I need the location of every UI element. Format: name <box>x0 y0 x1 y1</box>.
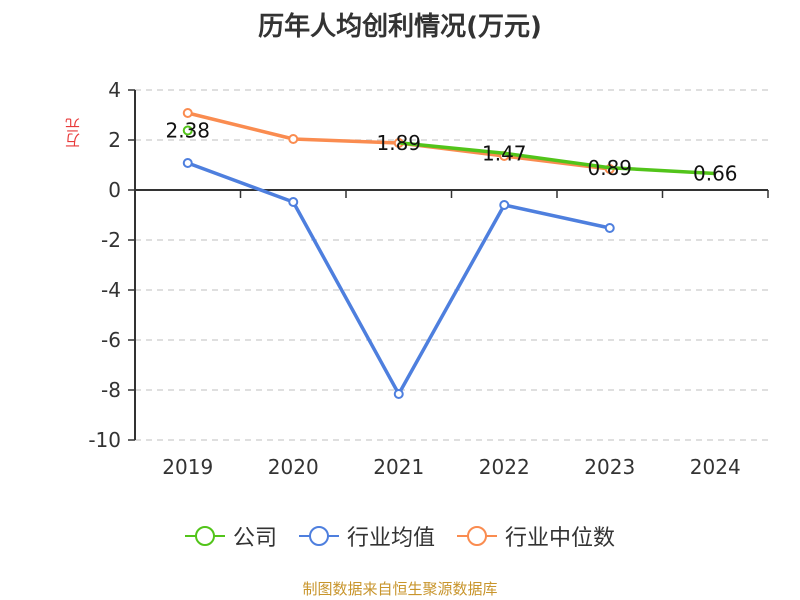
data-point[interactable] <box>288 197 299 207</box>
data-point[interactable] <box>499 200 510 210</box>
legend-item-industry-mean[interactable]: 行业均值 <box>298 520 435 552</box>
data-label: 2.38 <box>165 119 210 143</box>
data-point[interactable] <box>182 158 193 168</box>
y-tick-label: -8 <box>101 378 121 402</box>
line-chart: 4 2 0 -2 -4 -6 -8 -10 2019 2020 2021 2022 2023 2024 2… <box>88 78 769 479</box>
legend-marker-icon <box>184 526 225 546</box>
data-point[interactable] <box>604 223 615 233</box>
x-tick-label: 2021 <box>373 455 424 479</box>
y-tick-label: -2 <box>101 228 121 252</box>
y-tick-label: 0 <box>108 178 121 202</box>
y-tick-label: -6 <box>101 328 121 352</box>
series-lines <box>182 108 716 399</box>
y-tick-label: 2 <box>108 128 121 152</box>
data-point[interactable] <box>288 134 299 144</box>
series-line <box>187 161 611 396</box>
data-point[interactable] <box>393 389 404 399</box>
x-tick-label: 2019 <box>162 455 213 479</box>
y-tick-label: 4 <box>108 78 121 102</box>
chart-title: 历年人均创利情况(万元) <box>258 12 542 42</box>
axes: 4 2 0 -2 -4 -6 -8 -10 2019 2020 2021 2022 2023 2024 <box>88 78 769 479</box>
y-tick-label: -4 <box>101 278 121 302</box>
data-point[interactable] <box>182 108 193 118</box>
data-label: 0.89 <box>587 156 632 180</box>
series-line <box>398 141 716 176</box>
legend-item-company[interactable]: 公司 <box>184 520 277 552</box>
data-point[interactable] <box>182 125 193 136</box>
legend-marker-icon <box>298 526 339 546</box>
legend-marker-icon <box>457 526 497 546</box>
data-label: 1.47 <box>482 141 527 165</box>
legend-label: 公司 <box>232 526 277 551</box>
grid-lines <box>135 89 768 441</box>
x-tick-label: 2020 <box>268 455 319 479</box>
legend-item-industry-median[interactable]: 行业中位数 <box>457 520 615 552</box>
legend-label: 行业均值 <box>346 526 435 551</box>
legend-label: 行业中位数 <box>505 526 616 551</box>
legend: 公司 行业均值 行业中位数 <box>0 520 800 552</box>
x-tick-label: 2023 <box>584 455 635 479</box>
data-source-note: 制图数据来自恒生聚源数据库 <box>302 580 498 598</box>
x-tick-label: 2024 <box>690 455 741 479</box>
x-tick-label: 2022 <box>479 455 530 479</box>
data-labels: 2.38 1.89 1.47 0.89 0.66 <box>165 119 737 186</box>
y-tick-label: -10 <box>88 428 121 452</box>
data-label: 0.66 <box>693 162 738 186</box>
data-label: 1.89 <box>376 131 421 155</box>
